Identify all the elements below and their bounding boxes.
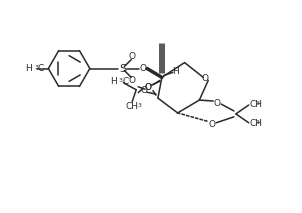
Text: O: O xyxy=(141,86,148,95)
Text: O: O xyxy=(209,120,216,129)
Text: O: O xyxy=(140,64,146,73)
Text: O: O xyxy=(129,52,136,61)
Text: O: O xyxy=(145,83,152,92)
Text: C: C xyxy=(122,77,129,86)
Text: C: C xyxy=(37,64,44,73)
Text: CH: CH xyxy=(126,102,139,111)
Text: O: O xyxy=(214,99,221,108)
Text: 3: 3 xyxy=(118,78,122,83)
Text: O: O xyxy=(129,76,136,85)
Text: O: O xyxy=(145,83,152,92)
Text: S: S xyxy=(119,63,126,73)
Text: H: H xyxy=(110,77,117,86)
Text: 3: 3 xyxy=(255,120,259,125)
Text: 3: 3 xyxy=(34,65,38,70)
Text: 3: 3 xyxy=(255,101,259,105)
Text: H: H xyxy=(172,67,179,76)
Text: 3: 3 xyxy=(137,103,141,108)
Text: O: O xyxy=(202,74,209,83)
Text: CH: CH xyxy=(250,119,263,128)
Text: CH: CH xyxy=(250,99,263,109)
Text: H: H xyxy=(25,64,32,73)
